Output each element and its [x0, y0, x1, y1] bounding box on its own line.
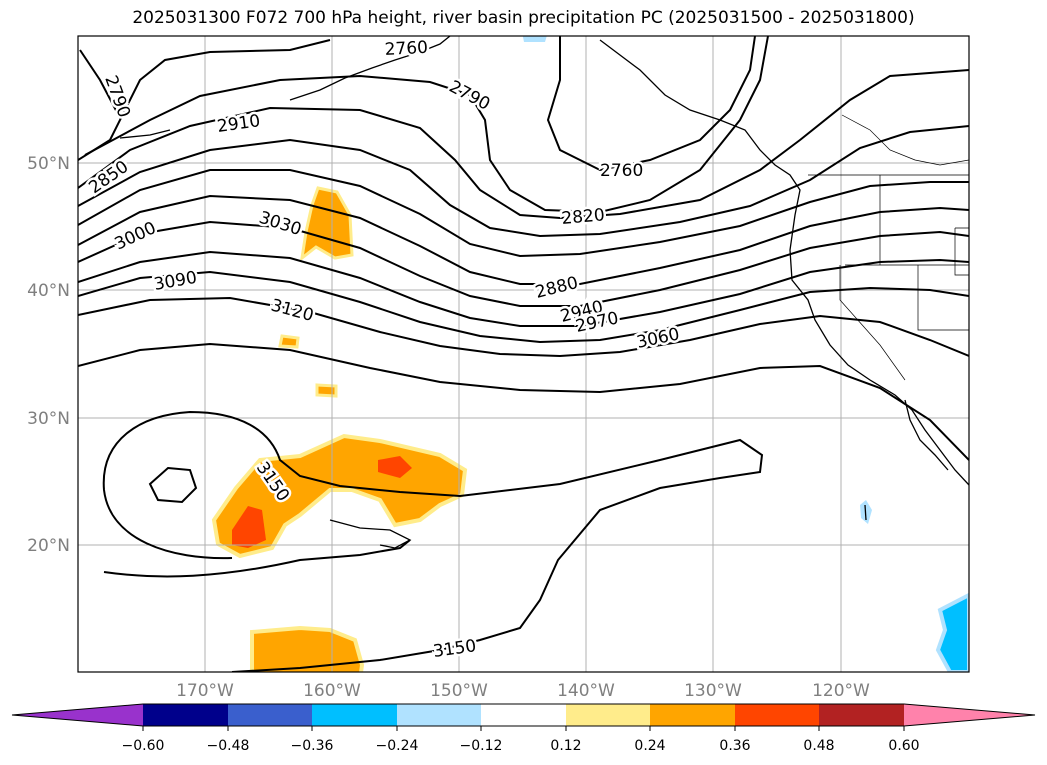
- colorbar-tick-label: −0.48: [207, 738, 250, 754]
- colorbar-tick-label: 0.24: [634, 738, 665, 754]
- lat-label: 40°N: [27, 281, 70, 301]
- lon-label: 130°W: [684, 681, 742, 701]
- political-borders: [808, 114, 969, 381]
- contour-label: 2760: [600, 161, 643, 181]
- colorbar-segment: [566, 704, 650, 726]
- colorbar-tick-label: 0.36: [719, 738, 750, 754]
- colorbar-tick-label: 0.48: [803, 738, 834, 754]
- colorbar-segment: [143, 704, 228, 726]
- lon-label: 120°W: [812, 681, 870, 701]
- contour-label: 2880: [533, 273, 580, 303]
- colorbar-segment: [650, 704, 735, 726]
- longitude-labels: 170°W 160°W 150°W 140°W 130°W 120°W: [176, 681, 870, 701]
- colorbar-segment: [312, 704, 397, 726]
- lat-label: 50°N: [27, 154, 70, 174]
- precip-positive-area: [299, 186, 354, 262]
- precip-positive-area: [315, 383, 338, 398]
- lat-label: 20°N: [27, 536, 70, 556]
- latitude-labels: 50°N 40°N 30°N 20°N: [27, 154, 70, 556]
- colorbar-segment: [481, 704, 566, 726]
- colorbar-tick-label: 0.12: [550, 738, 581, 754]
- map-title: 2025031300 F072 700 hPa height, river ba…: [132, 8, 915, 28]
- colorbar-tick-label: −0.36: [291, 738, 334, 754]
- lon-label: 170°W: [176, 681, 234, 701]
- contour-label: 3060: [635, 324, 681, 353]
- contour-label: 2820: [561, 205, 606, 229]
- colorbar: −0.60 −0.48 −0.36 −0.24 −0.12 0.12 0.24 …: [11, 703, 1036, 754]
- colorbar-segment: [228, 704, 312, 726]
- precip-positive-area: [250, 625, 365, 672]
- lon-label: 140°W: [557, 681, 615, 701]
- colorbar-tick-label: −0.60: [122, 738, 165, 754]
- contour-label: 2790: [100, 73, 134, 120]
- colorbar-segment: [735, 704, 819, 726]
- lon-label: 150°W: [430, 681, 488, 701]
- contour-label: 3150: [432, 636, 478, 662]
- precip-negative-area: [935, 592, 969, 672]
- contour-label: 2760: [384, 38, 428, 60]
- colorbar-low-extend: [12, 704, 143, 726]
- contour-label: 3120: [269, 296, 316, 327]
- coastlines: [119, 36, 969, 549]
- contour-label: 3090: [152, 268, 198, 295]
- precip-strong-area: [232, 506, 266, 548]
- map-frame: [77, 35, 970, 673]
- precip-strong-area: [378, 456, 412, 478]
- colorbar-segment: [819, 704, 904, 726]
- contour-label: 2910: [216, 111, 262, 137]
- colorbar-high-extend: [904, 704, 1035, 726]
- precip-negative-area: [522, 36, 547, 42]
- precip-positive-area: [278, 334, 300, 349]
- colorbar-tick-label: −0.12: [460, 738, 503, 754]
- contour-label: 3030: [256, 208, 303, 240]
- colorbar-segment: [397, 704, 481, 726]
- colorbar-tick-label: −0.24: [376, 738, 419, 754]
- contour-label: 2790: [446, 77, 494, 115]
- precip-shading: [211, 36, 969, 672]
- colorbar-tick-label: 0.60: [888, 738, 919, 754]
- height-contours: [78, 36, 969, 672]
- lat-label: 30°N: [27, 409, 70, 429]
- lon-label: 160°W: [303, 681, 361, 701]
